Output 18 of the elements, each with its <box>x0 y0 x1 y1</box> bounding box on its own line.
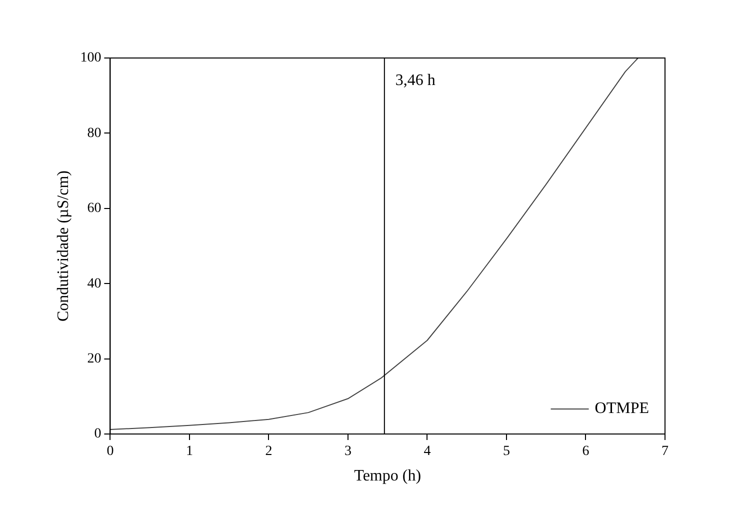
legend-label: OTMPE <box>594 400 650 418</box>
x-tick-label: 4 <box>424 444 431 460</box>
y-tick-label: 0 <box>94 426 102 442</box>
x-tick-label: 6 <box>582 444 590 460</box>
y-tick-label: 20 <box>87 351 102 366</box>
x-tick-label: 0 <box>106 444 114 460</box>
y-tick-label: 100 <box>80 50 102 66</box>
x-tick-label: 2 <box>265 444 272 460</box>
x-tick-label: 7 <box>662 444 668 460</box>
y-tick-label: 80 <box>87 126 102 141</box>
x-tick-label: 1 <box>186 444 193 460</box>
x-tick-label: 5 <box>502 444 510 460</box>
y-axis-title: Condutividade (µS/cm) <box>54 170 72 322</box>
x-axis-title: Tempo (h) <box>354 468 422 485</box>
x-tick-label: 3 <box>344 444 352 460</box>
y-tick-label: 60 <box>87 201 102 216</box>
ref-line-label: 3,46 h <box>395 72 436 90</box>
y-tick-label: 40 <box>87 276 102 292</box>
